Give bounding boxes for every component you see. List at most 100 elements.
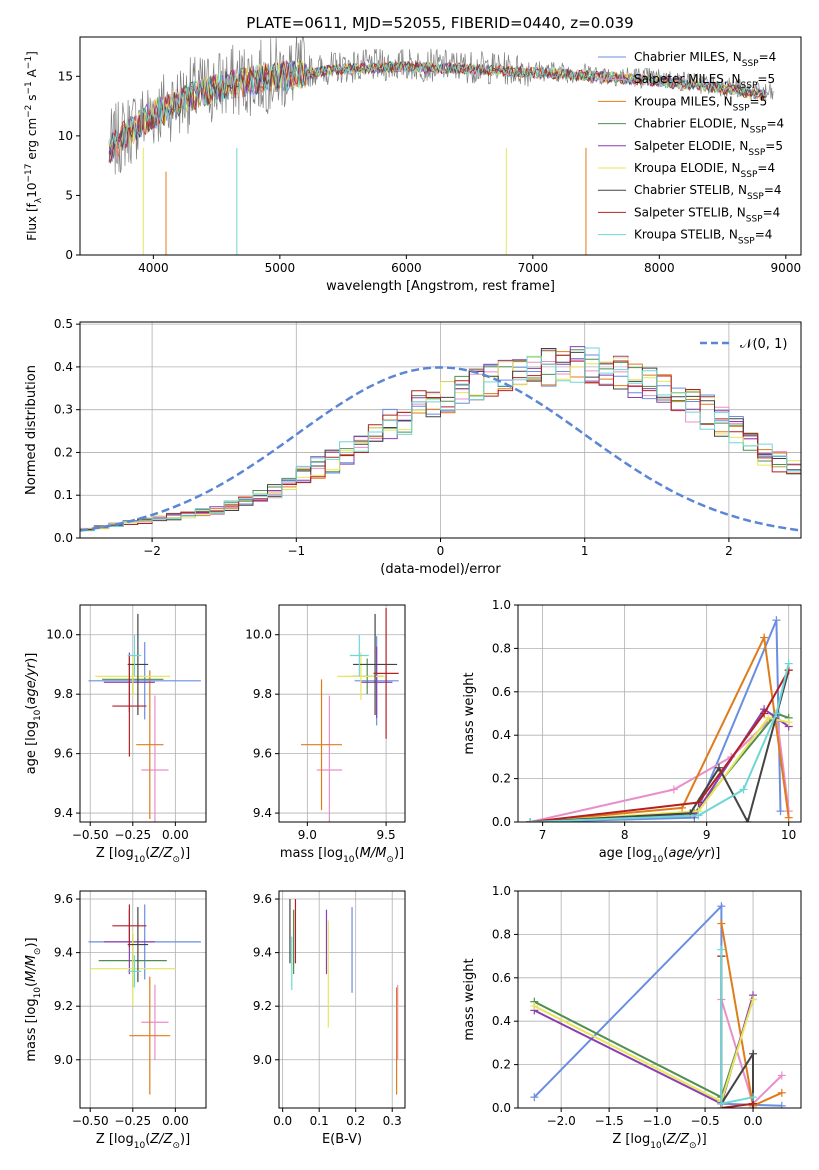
histogram-series: [80, 354, 801, 531]
y-tick-label: 0.0: [492, 815, 511, 829]
y-tick-label: 9.4: [54, 806, 73, 820]
weight-line: [530, 634, 790, 822]
y-tick-label: 9.2: [54, 999, 73, 1013]
weight-line: [533, 994, 754, 1106]
x-tick-label: −1: [287, 544, 305, 558]
plot-area: [80, 346, 801, 532]
x-axis-label: wavelength [Angstrom, rest frame]: [326, 279, 555, 294]
figure-title: PLATE=0611, MJD=52055, FIBERID=0440, z=0…: [246, 14, 633, 32]
y-tick-label: 9.6: [253, 892, 272, 906]
x-tick-label: 0.2: [346, 1114, 365, 1128]
histogram-series: [80, 351, 801, 530]
y-tick-label: 0.0: [492, 1101, 511, 1115]
x-tick-label: −2.0: [547, 1114, 576, 1128]
y-tick-label: 9.4: [253, 946, 272, 960]
y-axis-label: Normed distribution: [24, 365, 39, 495]
x-tick-label: 0.00: [162, 1114, 189, 1128]
plot-area: [526, 616, 793, 822]
x-tick-label: 0.00: [162, 828, 189, 842]
y-tick-label: 0.4: [54, 360, 73, 374]
legend-entry: Salpeter MILES, NSSP=5: [634, 72, 775, 91]
plot-area: [301, 607, 399, 822]
y-tick-label: 0.0: [54, 531, 73, 545]
y-tick-label: 1.0: [492, 884, 511, 898]
y-tick-label: 0.4: [492, 728, 511, 742]
y-tick-label: 9.6: [253, 747, 272, 761]
y-tick-label: 9.4: [54, 946, 73, 960]
y-axis-label: mass weight: [462, 672, 477, 754]
y-axis-label: mass [log10(M/M⊙)]: [24, 937, 43, 1061]
x-tick-label: 0: [437, 544, 445, 558]
y-tick-label: 1.0: [492, 598, 511, 612]
y-tick-label: 0: [65, 248, 73, 262]
y-tick-label: 0.5: [54, 317, 73, 331]
y-tick-label: 9.6: [54, 747, 73, 761]
x-axis-label: E(B-V): [322, 1132, 362, 1147]
x-axis-label: age [log10(age/yr)]: [599, 846, 721, 865]
y-tick-label: 10.0: [245, 628, 272, 642]
axes-frame: [79, 604, 207, 823]
legend-entry: Chabrier STELIB, NSSP=4: [634, 183, 782, 202]
x-tick-label: −1.5: [595, 1114, 624, 1128]
x-axis-label: mass [log10(M/M⊙)]: [280, 846, 404, 865]
histogram-series: [80, 346, 801, 531]
x-tick-label: 0.0: [743, 1114, 762, 1128]
y-tick-label: 0.2: [492, 772, 511, 786]
weight-line: [530, 707, 790, 822]
panel-age_vs_Z: −0.50 −0.25 0.00 9.4 9.6 9.8 10.0 Z [log10(Z/Z⊙…: [24, 604, 207, 865]
panel-massweight_vs_Z: −2.0 −1.5 −1.0 −0.5 0.0 0.0 0.2 0.4 0.6 0.8 1.0 Z […: [462, 884, 802, 1151]
panel-residuals: −2 −1 0 1 2 0.0 0.1 0.2 0.3 0.4 0.5 (data-model)/er…: [24, 317, 802, 577]
legend-entry: Kroupa ELODIE, NSSP=4: [634, 161, 775, 180]
y-tick-label: 5: [65, 188, 73, 202]
legend-entry: Salpeter STELIB, NSSP=4: [634, 205, 780, 224]
histogram-series: [80, 348, 801, 530]
y-tick-label: 9.6: [54, 892, 73, 906]
x-axis-label: (data-model)/error: [380, 562, 501, 577]
panel-massweight_vs_age: 7 8 9 10 0.0 0.2 0.4 0.6 0.8 1.0 age [log10(age/yr…: [462, 598, 802, 865]
histogram-series: [80, 347, 801, 532]
y-tick-label: 10.0: [46, 628, 73, 642]
normal-curve: [80, 366, 801, 532]
weight-line: [720, 923, 783, 1108]
y-tick-label: 9.0: [54, 1053, 73, 1067]
legend-entry: Kroupa STELIB, NSSP=4: [634, 228, 772, 247]
y-tick-label: 0.2: [54, 445, 73, 459]
y-tick-label: 0.4: [492, 1014, 511, 1028]
histogram-series: [80, 359, 801, 529]
plot-area: [108, 37, 774, 255]
panel-mass_vs_ebv: 0.0 0.1 0.2 0.3 9.0 9.2 9.4 9.6 E(B-V): [253, 890, 406, 1147]
x-tick-label: 1: [581, 544, 589, 558]
y-tick-label: 0.6: [492, 971, 511, 985]
x-tick-label: 9000: [771, 261, 802, 275]
y-tick-label: 0.1: [54, 488, 73, 502]
y-axis-label: mass weight: [462, 958, 477, 1040]
y-axis-label: age [log10(age/yr)]: [24, 653, 43, 775]
legend-entry: Salpeter ELODIE, NSSP=5: [634, 139, 783, 158]
legend-entry: Kroupa MILES, NSSP=5: [634, 94, 767, 113]
y-tick-label: 9.8: [253, 687, 272, 701]
y-tick-label: 9.2: [253, 999, 272, 1013]
x-tick-label: −0.50: [72, 1114, 109, 1128]
x-tick-label: 4000: [138, 261, 169, 275]
x-tick-label: 0.1: [310, 1114, 329, 1128]
plot-area: [88, 904, 201, 1095]
x-tick-label: −0.5: [690, 1114, 719, 1128]
x-tick-label: −0.50: [72, 828, 109, 842]
weight-line: [533, 999, 754, 1099]
axes-frame: [79, 36, 802, 256]
axes-frame: [517, 604, 802, 823]
histogram-series: [80, 351, 801, 530]
x-axis-label: Z [log10(Z/Z⊙)]: [96, 1132, 190, 1151]
x-tick-label: 9.0: [298, 828, 317, 842]
axes-frame: [79, 890, 207, 1109]
x-tick-label: 8: [621, 828, 629, 842]
y-tick-label: 9.8: [54, 687, 73, 701]
y-axis-label: Flux [fλ10−17 erg cm−2 s−1 A−1]: [24, 51, 44, 241]
weight-line: [533, 999, 754, 1103]
x-tick-label: 7: [539, 828, 547, 842]
axes-frame: [278, 890, 406, 1109]
panel-spectrum: 4000 5000 6000 7000 8000 9000 0 5 10 15 wavelength…: [24, 36, 802, 294]
y-tick-label: 0.8: [492, 641, 511, 655]
axes-frame: [517, 890, 802, 1109]
